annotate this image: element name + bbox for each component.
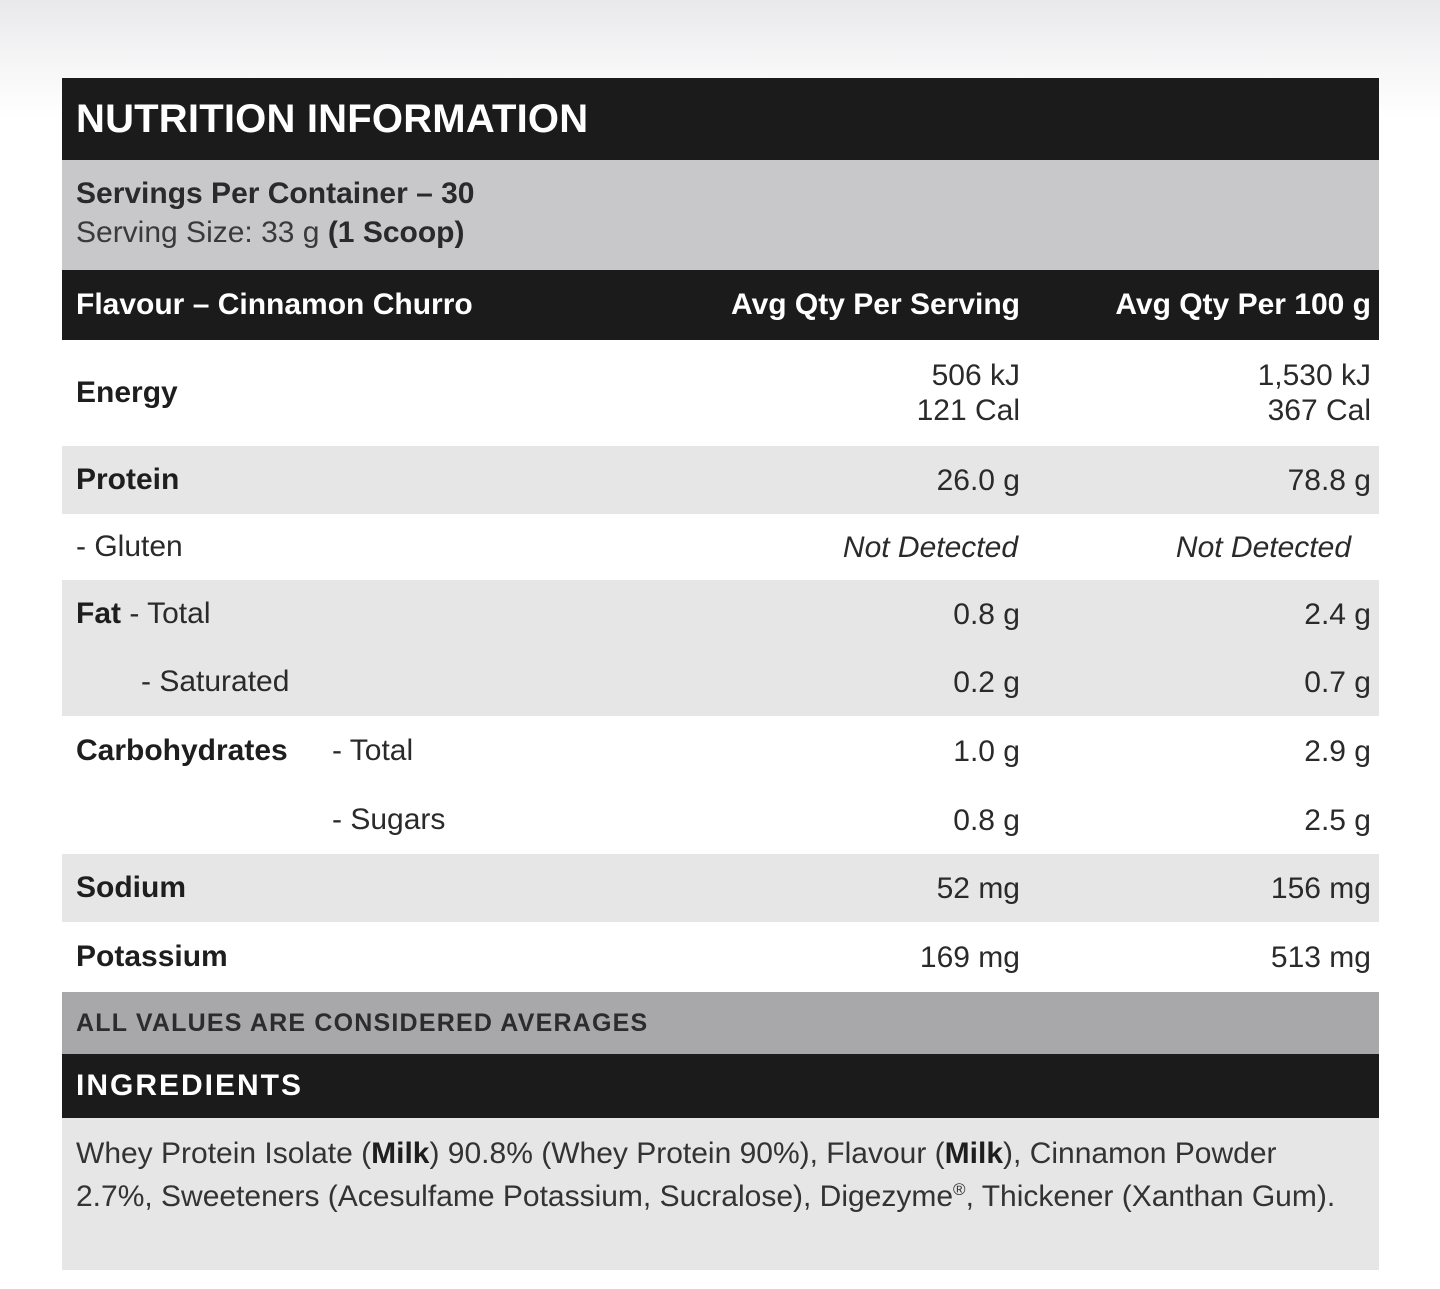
carbs-total-serving: 1.0 g <box>953 734 1020 768</box>
potassium-label: Potassium <box>76 940 228 973</box>
table-row-fat-saturated: - Saturated 0.2 g 0.7 g <box>62 648 1379 716</box>
ingredients-heading-text: INGREDIENTS <box>76 1069 304 1102</box>
serving-size: Serving Size: 33 g (1 Scoop) <box>76 212 1365 254</box>
protein-per100: 78.8 g <box>1287 463 1371 497</box>
energy-serving-cal: 121 Cal <box>916 394 1020 427</box>
ingredients-part3: ), Cinnamon Powder 2.7%, Sweeteners (Ace… <box>76 1137 1277 1213</box>
serving-size-scoop: (1 Scoop) <box>327 216 465 249</box>
registered-mark: ® <box>953 1180 966 1199</box>
flavour-header: Flavour – Cinnamon Churro <box>76 288 473 321</box>
per-serving-header: Avg Qty Per Serving <box>731 288 1020 321</box>
table-row-potassium: Potassium 169 mg 513 mg <box>62 922 1379 992</box>
fat-label: Fat <box>76 597 121 630</box>
table-row-fat-total: Fat - Total 0.8 g 2.4 g <box>62 580 1379 648</box>
sugars-label: - Sugars <box>332 803 446 836</box>
carbs-total-sublabel: - Total <box>332 734 414 767</box>
table-row-gluten: - Gluten Not Detected Not Detected <box>62 514 1379 580</box>
carbs-total-label: Carbohydrates - Total <box>62 734 670 768</box>
fat-total-serving: 0.8 g <box>953 597 1020 631</box>
nutrition-panel: NUTRITION INFORMATION Servings Per Conta… <box>62 78 1379 1270</box>
energy-serving-kj: 506 kJ <box>931 359 1020 392</box>
serving-info: Servings Per Container – 30 Serving Size… <box>62 160 1379 270</box>
table-row-protein: Protein 26.0 g 78.8 g <box>62 446 1379 514</box>
energy-serving: 506 kJ 121 Cal <box>670 358 1020 428</box>
ingredients-heading: INGREDIENTS <box>62 1054 1379 1118</box>
energy-per100-cal: 367 Cal <box>1267 394 1371 427</box>
sodium-serving: 52 mg <box>936 871 1020 905</box>
nutrition-title: NUTRITION INFORMATION <box>62 78 1379 160</box>
ingredients-part4: , Thickener (Xanthan Gum). <box>965 1180 1336 1213</box>
gluten-per100: Not Detected <box>1175 530 1351 564</box>
gluten-label: - Gluten <box>76 530 183 563</box>
potassium-serving: 169 mg <box>919 940 1020 974</box>
energy-per100-kj: 1,530 kJ <box>1257 359 1371 392</box>
energy-label: Energy <box>76 376 178 409</box>
table-row-energy: Energy 506 kJ 121 Cal 1,530 kJ 367 Cal <box>62 340 1379 446</box>
fat-total-label: Fat - Total <box>62 597 670 631</box>
ingredients-allergen-milk-1: Milk <box>371 1137 430 1170</box>
saturated-serving: 0.2 g <box>953 665 1020 699</box>
protein-label: Protein <box>76 463 180 496</box>
energy-per100: 1,530 kJ 367 Cal <box>1020 358 1371 428</box>
averages-note: ALL VALUES ARE CONSIDERED AVERAGES <box>62 992 1379 1054</box>
carbs-label: Carbohydrates <box>76 734 288 767</box>
sodium-label: Sodium <box>76 871 186 904</box>
table-row-sodium: Sodium 52 mg 156 mg <box>62 854 1379 922</box>
sodium-per100: 156 mg <box>1270 871 1371 905</box>
ingredients-allergen-milk-2: Milk <box>944 1137 1004 1170</box>
carbs-total-per100: 2.9 g <box>1304 734 1371 768</box>
ingredients-part2: ) 90.8% (Whey Protein 90%), Flavour ( <box>429 1137 945 1170</box>
servings-per-container: Servings Per Container – 30 <box>76 177 475 210</box>
fat-total-per100: 2.4 g <box>1304 597 1371 631</box>
per-100g-header: Avg Qty Per 100 g <box>1115 288 1371 321</box>
potassium-per100: 513 mg <box>1270 940 1371 974</box>
nutrition-title-text: NUTRITION INFORMATION <box>76 96 589 141</box>
fat-total-sublabel: - Total <box>121 597 211 630</box>
saturated-per100: 0.7 g <box>1304 665 1371 699</box>
sugars-serving: 0.8 g <box>953 803 1020 837</box>
gluten-serving: Not Detected <box>842 530 1018 564</box>
table-column-header: Flavour – Cinnamon Churro Avg Qty Per Se… <box>62 270 1379 340</box>
serving-size-label: Serving Size: 33 g <box>76 216 328 249</box>
averages-note-text: ALL VALUES ARE CONSIDERED AVERAGES <box>76 1008 649 1037</box>
table-row-carbs-sugars: - Sugars 0.8 g 2.5 g <box>62 786 1379 854</box>
ingredients-text: Whey Protein Isolate (Milk) 90.8% (Whey … <box>62 1118 1379 1270</box>
saturated-label: - Saturated <box>141 665 290 698</box>
protein-serving: 26.0 g <box>936 463 1020 497</box>
sugars-per100: 2.5 g <box>1304 803 1371 837</box>
table-row-carbs-total: Carbohydrates - Total 1.0 g 2.9 g <box>62 716 1379 786</box>
ingredients-part1: Whey Protein Isolate ( <box>76 1137 372 1170</box>
